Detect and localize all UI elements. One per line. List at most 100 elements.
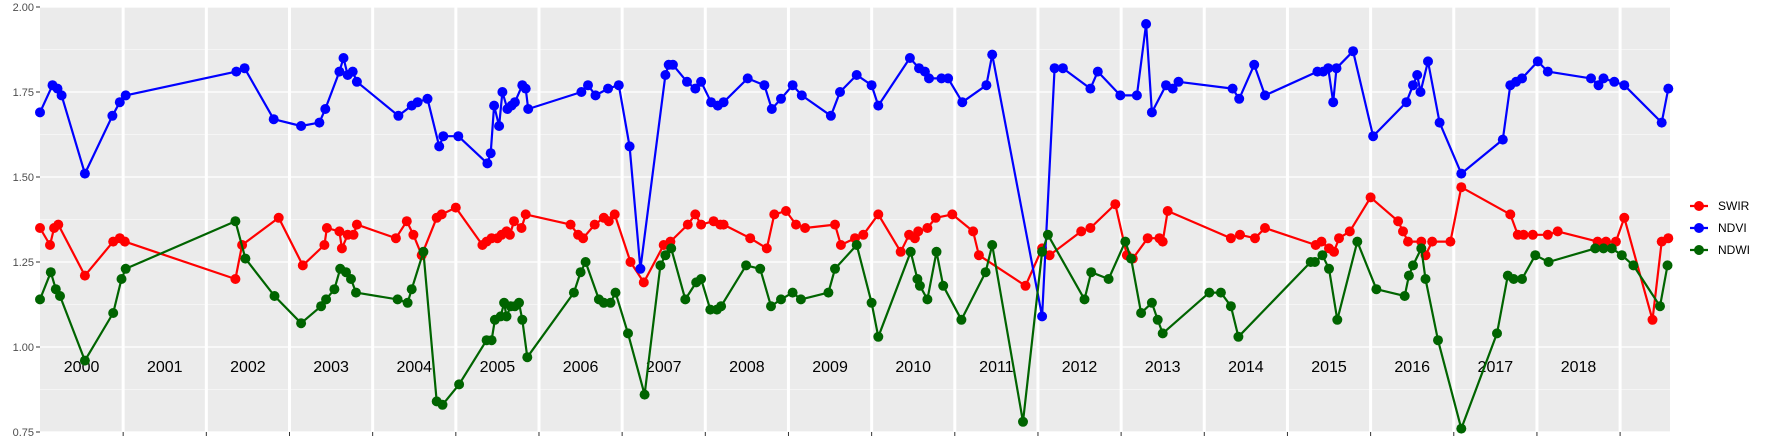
data-point <box>390 233 401 244</box>
data-point <box>835 87 845 97</box>
data-point <box>230 216 241 227</box>
data-point <box>230 274 241 284</box>
data-point <box>1344 226 1355 237</box>
data-point <box>231 66 242 77</box>
data-point <box>1619 212 1630 223</box>
data-point <box>1227 83 1238 94</box>
year-label: 2001 <box>147 359 183 376</box>
data-point <box>334 226 345 237</box>
year-label: 2015 <box>1311 359 1347 376</box>
data-point <box>1042 229 1053 240</box>
data-point <box>638 277 649 288</box>
data-point <box>1079 294 1090 305</box>
data-point <box>1456 423 1467 434</box>
data-point <box>1399 291 1410 301</box>
data-point <box>485 148 496 159</box>
data-point <box>791 219 801 230</box>
data-point <box>1542 229 1553 240</box>
legend-label: NDWI <box>1718 243 1750 257</box>
data-point <box>523 104 534 114</box>
data-point <box>268 114 279 125</box>
data-point <box>718 97 729 108</box>
year-label: 2012 <box>1062 359 1098 376</box>
data-point <box>450 202 461 213</box>
data-point <box>422 93 433 104</box>
y-tick-label: 1.25 <box>13 257 34 269</box>
data-point <box>742 73 753 84</box>
data-point <box>1142 233 1153 244</box>
data-point <box>351 219 362 230</box>
data-point <box>660 70 671 80</box>
data-point <box>913 226 924 237</box>
data-point <box>408 229 419 240</box>
data-point <box>1141 19 1152 29</box>
series-line <box>38 220 1669 430</box>
data-point <box>296 121 307 131</box>
data-point <box>1215 287 1226 298</box>
data-point <box>968 226 979 237</box>
data-point <box>1110 199 1121 210</box>
data-point <box>1037 311 1048 322</box>
data-point <box>329 284 340 295</box>
data-point <box>660 250 671 261</box>
data-point <box>314 117 325 128</box>
data-point <box>623 328 633 339</box>
data-point <box>346 274 356 284</box>
data-point <box>796 90 807 101</box>
data-point <box>800 223 811 233</box>
data-point <box>589 219 600 230</box>
data-point <box>1235 229 1245 240</box>
series-group <box>35 19 1674 434</box>
data-point <box>759 80 770 91</box>
year-label: 2000 <box>64 359 100 376</box>
year-label: 2014 <box>1228 359 1264 376</box>
data-point <box>1049 63 1060 74</box>
data-point <box>1157 328 1168 339</box>
data-point <box>320 104 331 114</box>
series-swir <box>35 182 1674 325</box>
data-point <box>987 49 998 60</box>
data-point <box>766 301 776 312</box>
data-point <box>119 236 130 247</box>
data-point <box>453 131 464 142</box>
data-point <box>787 287 798 298</box>
year-label: 2011 <box>979 359 1014 376</box>
data-point <box>609 209 620 220</box>
data-point <box>1647 314 1658 325</box>
year-label: 2005 <box>480 359 516 376</box>
data-point <box>1309 257 1320 267</box>
data-point <box>938 280 949 291</box>
data-point <box>1085 223 1096 233</box>
data-point <box>1037 246 1048 257</box>
data-point <box>35 294 45 305</box>
data-point <box>1401 97 1412 108</box>
data-point <box>947 209 958 220</box>
data-point <box>956 314 967 325</box>
data-point <box>509 216 519 227</box>
data-point <box>696 76 707 87</box>
data-point <box>1115 90 1126 101</box>
data-point <box>501 311 512 322</box>
legend: SWIR NDVI NDWI <box>1690 199 1750 257</box>
data-point <box>825 110 836 121</box>
data-point <box>795 294 806 305</box>
y-tick-label: 1.75 <box>13 87 34 99</box>
series-ndwi <box>35 216 1673 434</box>
data-point <box>107 110 118 121</box>
data-point <box>1085 83 1096 94</box>
legend-key-dot <box>1694 245 1704 255</box>
data-point <box>931 246 942 257</box>
data-point <box>1552 226 1563 237</box>
data-point <box>1328 97 1339 108</box>
data-point <box>1616 250 1627 261</box>
data-point <box>1403 236 1413 247</box>
data-point <box>454 379 465 390</box>
legend-item: SWIR <box>1690 199 1750 213</box>
y-tick-label: 1.50 <box>13 172 34 184</box>
data-point <box>434 141 445 152</box>
data-point <box>509 97 520 108</box>
data-point <box>522 352 533 363</box>
series-ndvi <box>35 19 1674 322</box>
